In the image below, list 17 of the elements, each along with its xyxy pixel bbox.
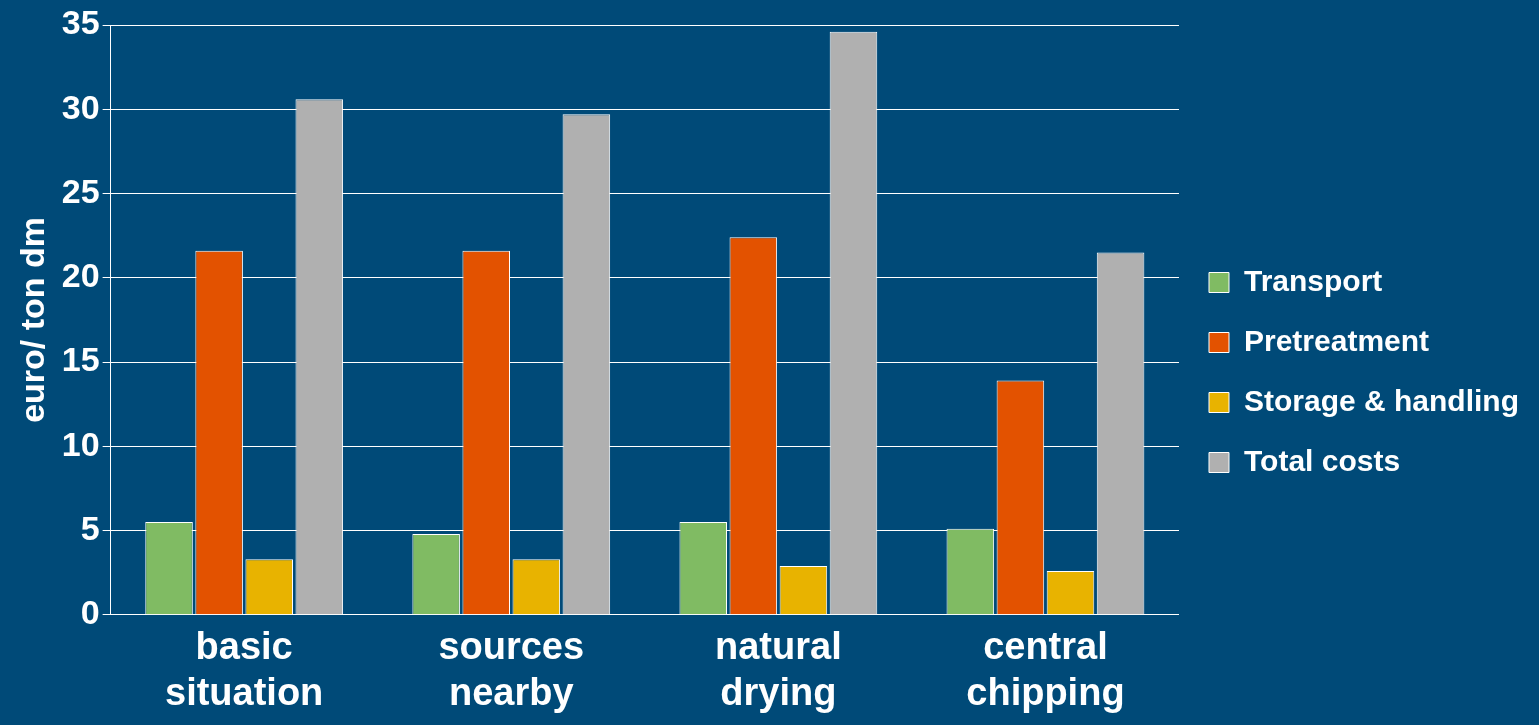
y-tick-label: 30: [61, 87, 100, 126]
y-tick-label: 25: [61, 171, 100, 210]
y-tick-label: 5: [80, 508, 100, 547]
y-tick-label: 10: [61, 424, 100, 463]
y-tick-label: 20: [61, 256, 100, 295]
y-axis-title: euro/ ton dm: [12, 216, 51, 423]
legend-label: Transport: [1243, 263, 1383, 297]
y-tick-label: 0: [80, 593, 100, 632]
x-tick-label: basic situation: [165, 625, 324, 713]
y-tick-label: 35: [61, 3, 100, 42]
legend-label: Pretreatment: [1243, 323, 1430, 357]
legend-label: Total costs: [1243, 443, 1401, 477]
x-tick-label: sources nearby: [438, 625, 585, 713]
x-tick-label: central chipping: [966, 625, 1125, 713]
y-tick-label: 15: [61, 340, 100, 379]
x-tick-label: natural drying: [715, 625, 842, 713]
legend-label: Storage & handling: [1243, 383, 1520, 417]
